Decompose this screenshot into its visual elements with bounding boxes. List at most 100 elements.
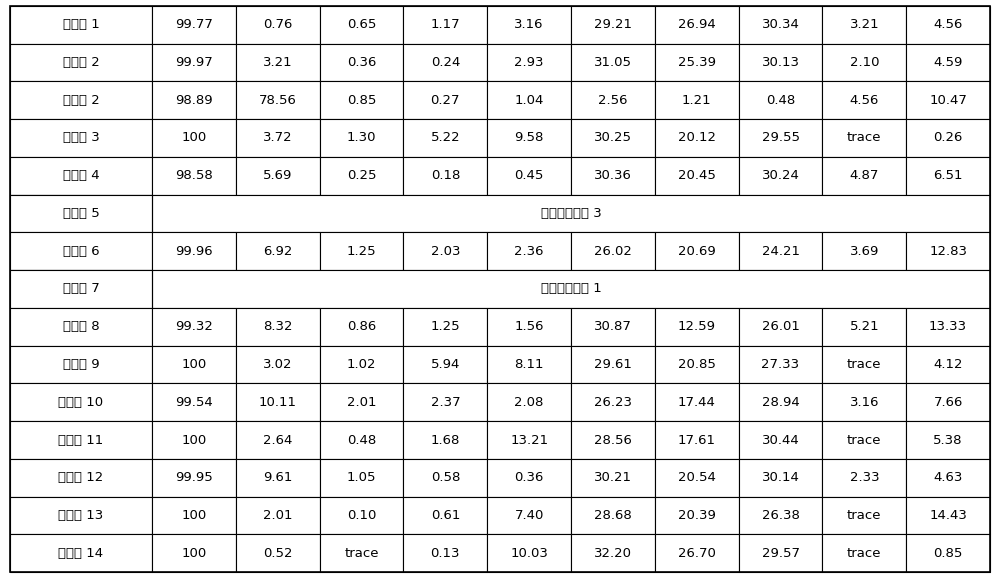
Text: 14.43: 14.43 bbox=[929, 509, 967, 522]
Text: 4.59: 4.59 bbox=[933, 56, 963, 69]
Text: 29.55: 29.55 bbox=[762, 131, 800, 144]
Text: 26.02: 26.02 bbox=[594, 244, 632, 258]
Text: 20.69: 20.69 bbox=[678, 244, 716, 258]
Text: 实施例 7: 实施例 7 bbox=[63, 283, 99, 295]
Text: 6.51: 6.51 bbox=[933, 169, 963, 182]
Bar bbox=[822, 497, 906, 535]
Text: trace: trace bbox=[847, 358, 882, 371]
Bar bbox=[403, 421, 487, 459]
Bar bbox=[236, 81, 320, 119]
Text: 3.02: 3.02 bbox=[263, 358, 293, 371]
Bar bbox=[822, 81, 906, 119]
Bar bbox=[906, 459, 990, 497]
Bar bbox=[571, 308, 655, 346]
Bar bbox=[10, 421, 152, 459]
Text: 实施例 2: 实施例 2 bbox=[63, 56, 99, 69]
Text: 0.26: 0.26 bbox=[933, 131, 963, 144]
Text: 实施例 11: 实施例 11 bbox=[58, 434, 104, 447]
Text: 1.56: 1.56 bbox=[514, 320, 544, 334]
Text: 28.94: 28.94 bbox=[762, 396, 799, 409]
Text: 26.70: 26.70 bbox=[678, 547, 716, 560]
Text: 78.56: 78.56 bbox=[259, 94, 297, 107]
Text: 98.89: 98.89 bbox=[175, 94, 213, 107]
Text: 20.45: 20.45 bbox=[678, 169, 716, 182]
Text: 10.11: 10.11 bbox=[259, 396, 297, 409]
Bar bbox=[152, 535, 236, 572]
Bar bbox=[152, 119, 236, 157]
Text: 26.38: 26.38 bbox=[762, 509, 799, 522]
Bar bbox=[655, 81, 739, 119]
Bar bbox=[10, 232, 152, 270]
Bar bbox=[403, 43, 487, 81]
Bar bbox=[571, 459, 655, 497]
Text: 2.36: 2.36 bbox=[514, 244, 544, 258]
Bar bbox=[403, 232, 487, 270]
Bar bbox=[906, 157, 990, 195]
Text: 0.10: 0.10 bbox=[347, 509, 376, 522]
Text: 基本同实施例 3: 基本同实施例 3 bbox=[541, 207, 601, 220]
Text: 100: 100 bbox=[181, 509, 207, 522]
Text: 99.54: 99.54 bbox=[175, 396, 213, 409]
Bar bbox=[236, 232, 320, 270]
Bar bbox=[152, 157, 236, 195]
Bar bbox=[571, 81, 655, 119]
Text: 10.03: 10.03 bbox=[510, 547, 548, 560]
Text: 5.22: 5.22 bbox=[431, 131, 460, 144]
Bar bbox=[739, 81, 822, 119]
Text: 0.65: 0.65 bbox=[347, 18, 376, 31]
Text: 12.83: 12.83 bbox=[929, 244, 967, 258]
Bar bbox=[487, 119, 571, 157]
Bar bbox=[655, 421, 739, 459]
Bar bbox=[822, 232, 906, 270]
Text: 实施例 4: 实施例 4 bbox=[63, 169, 99, 182]
Text: 0.45: 0.45 bbox=[514, 169, 544, 182]
Text: 100: 100 bbox=[181, 434, 207, 447]
Text: 2.64: 2.64 bbox=[263, 434, 292, 447]
Text: 实施例 13: 实施例 13 bbox=[58, 509, 104, 522]
Text: 2.37: 2.37 bbox=[431, 396, 460, 409]
Text: 0.85: 0.85 bbox=[347, 94, 376, 107]
Bar bbox=[403, 308, 487, 346]
Bar bbox=[906, 6, 990, 43]
Bar bbox=[403, 459, 487, 497]
Text: 20.85: 20.85 bbox=[678, 358, 716, 371]
Bar bbox=[822, 459, 906, 497]
Bar bbox=[10, 346, 152, 383]
Bar bbox=[236, 6, 320, 43]
Text: 30.87: 30.87 bbox=[594, 320, 632, 334]
Bar bbox=[152, 308, 236, 346]
Bar bbox=[10, 43, 152, 81]
Bar bbox=[320, 232, 403, 270]
Text: 2.10: 2.10 bbox=[850, 56, 879, 69]
Text: 29.21: 29.21 bbox=[594, 18, 632, 31]
Bar bbox=[571, 232, 655, 270]
Bar bbox=[739, 157, 822, 195]
Bar bbox=[236, 535, 320, 572]
Bar bbox=[320, 421, 403, 459]
Bar bbox=[236, 119, 320, 157]
Text: 4.63: 4.63 bbox=[933, 471, 963, 484]
Bar bbox=[152, 346, 236, 383]
Text: 30.34: 30.34 bbox=[762, 18, 799, 31]
Bar bbox=[906, 43, 990, 81]
Bar bbox=[822, 157, 906, 195]
Bar bbox=[10, 119, 152, 157]
Bar bbox=[320, 119, 403, 157]
Bar bbox=[822, 308, 906, 346]
Bar bbox=[403, 497, 487, 535]
Text: 26.01: 26.01 bbox=[762, 320, 799, 334]
Bar bbox=[487, 421, 571, 459]
Bar bbox=[739, 383, 822, 421]
Bar bbox=[822, 6, 906, 43]
Text: 0.76: 0.76 bbox=[263, 18, 292, 31]
Bar bbox=[655, 308, 739, 346]
Bar bbox=[320, 43, 403, 81]
Text: 1.68: 1.68 bbox=[431, 434, 460, 447]
Text: 100: 100 bbox=[181, 358, 207, 371]
Text: 实施例 14: 实施例 14 bbox=[58, 547, 104, 560]
Text: 9.61: 9.61 bbox=[263, 471, 292, 484]
Bar bbox=[10, 195, 990, 232]
Bar bbox=[571, 157, 655, 195]
Text: 7.66: 7.66 bbox=[933, 396, 963, 409]
Text: 4.56: 4.56 bbox=[850, 94, 879, 107]
